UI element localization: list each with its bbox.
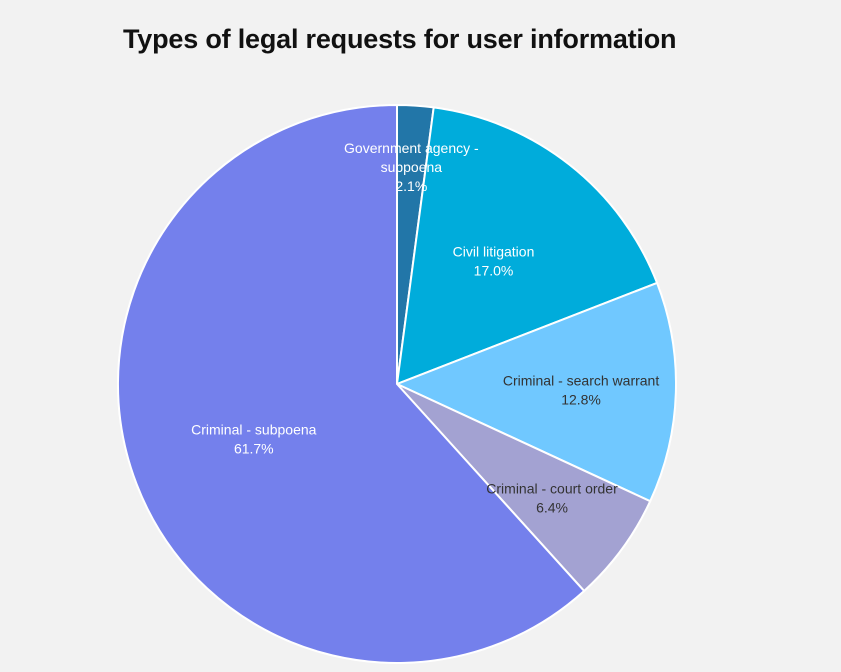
slice-name-1-0: Civil litigation	[453, 244, 535, 260]
pie-slice-2	[394, 281, 677, 503]
slice-label-0: Government agency - subpoena 2.1%	[344, 140, 479, 194]
slice-percent-3: 6.4%	[536, 500, 568, 516]
slice-label-2: Criminal - search warrant 12.8%	[503, 372, 659, 407]
slice-percent-4: 61.7%	[234, 441, 274, 457]
slice-label-1: Civil litigation 17.0%	[453, 244, 535, 279]
slice-name-0-0: Government agency -	[344, 140, 479, 156]
slice-name-3-0: Criminal - court order	[486, 481, 618, 497]
slice-name-4-0: Criminal - subpoena	[191, 422, 316, 438]
slice-percent-2: 12.8%	[561, 391, 601, 407]
slice-percent-0: 2.1%	[395, 178, 427, 194]
chart-title: Types of legal requests for user informa…	[123, 24, 677, 54]
slice-percent-1: 17.0%	[474, 263, 514, 279]
pie-slice-3	[396, 383, 652, 593]
slice-name-2-0: Criminal - search warrant	[503, 372, 659, 388]
pie-slice-4	[117, 103, 586, 664]
slice-name-0-1: subpoena	[381, 159, 443, 175]
slice-label-4: Criminal - subpoena 61.7%	[191, 422, 316, 457]
slice-label-3: Criminal - court order 6.4%	[486, 481, 618, 516]
pie-slice-1	[395, 106, 659, 386]
